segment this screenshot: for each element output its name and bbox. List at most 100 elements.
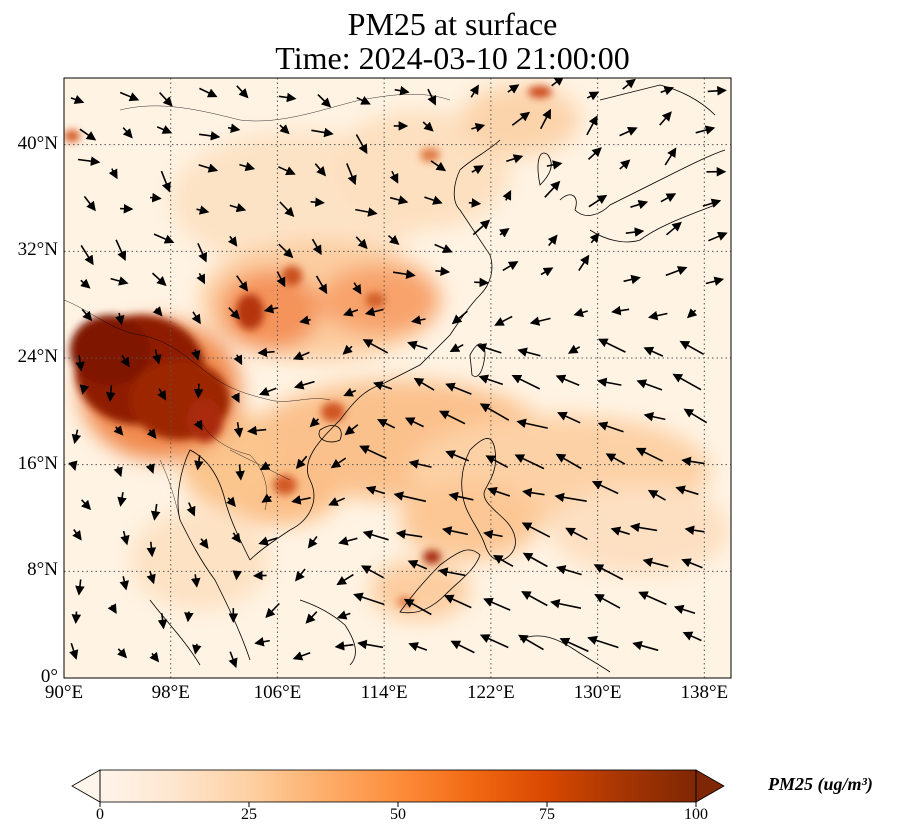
wind-arrow <box>518 634 544 651</box>
wind-arrow <box>483 529 503 540</box>
wind-arrow <box>199 538 209 549</box>
wind-arrow <box>360 565 384 579</box>
wind-arrow <box>153 233 175 244</box>
wind-arrow <box>387 234 400 245</box>
wind-arrow <box>643 346 664 357</box>
wind-arrow <box>68 460 78 472</box>
wind-arrow <box>336 610 351 620</box>
wind-arrow <box>75 355 85 372</box>
wind-arrow <box>659 111 672 126</box>
wind-arrow <box>393 491 427 503</box>
chart-title-line2: Time: 2024-03-10 21:00:00 <box>275 40 630 76</box>
wind-arrow <box>115 312 125 326</box>
wind-arrow <box>502 261 519 272</box>
wind-arrow <box>193 419 203 431</box>
wind-arrow <box>317 94 332 108</box>
wind-arrow <box>636 379 663 391</box>
lat-tick-label: 0° <box>40 666 58 687</box>
wind-arrow <box>638 591 667 606</box>
lon-tick-label: 114°E <box>360 682 408 703</box>
wind-arrow <box>247 425 267 436</box>
wind-vectors <box>68 78 728 669</box>
wind-arrow <box>389 195 409 205</box>
wind-arrow <box>438 567 466 577</box>
wind-arrow <box>673 604 696 615</box>
colorbar-tick-label: 100 <box>684 806 708 823</box>
wind-arrow <box>684 525 705 535</box>
wind-arrow <box>589 232 600 244</box>
wind-arrow <box>539 108 551 130</box>
wind-arrow <box>605 453 626 465</box>
wind-arrow <box>502 189 512 201</box>
wind-arrow <box>355 207 378 217</box>
colorbar-extend-high <box>695 769 725 803</box>
wind-arrow <box>451 310 468 325</box>
wind-arrow <box>353 592 385 606</box>
wind-arrow <box>702 198 722 208</box>
wind-arrow <box>619 127 638 137</box>
wind-arrow <box>494 315 513 326</box>
wind-arrow <box>468 198 482 208</box>
wind-arrow <box>647 310 668 321</box>
wind-arrow <box>295 455 308 470</box>
wind-arrow <box>623 274 641 285</box>
wind-arrow <box>194 455 204 471</box>
wind-arrow <box>647 489 666 501</box>
wind-arrow <box>672 373 702 391</box>
wind-arrow <box>413 377 435 391</box>
wind-arrow <box>191 311 201 325</box>
wind-arrow <box>511 374 541 390</box>
lon-tick-label: 90°E <box>44 682 84 703</box>
wind-arrow <box>555 565 582 576</box>
wind-arrow <box>352 282 362 295</box>
wind-arrow <box>597 421 624 433</box>
wind-arrow <box>196 205 210 215</box>
wind-arrow <box>365 485 386 495</box>
wind-arrow <box>507 84 520 94</box>
wind-arrow <box>150 192 162 203</box>
wind-arrow <box>434 243 453 253</box>
wind-arrow <box>305 611 318 624</box>
wind-arrow <box>330 457 347 469</box>
wind-arrow <box>559 637 589 653</box>
lon-tick-label: 98°E <box>151 682 190 703</box>
wind-arrow <box>610 526 630 536</box>
wind-arrow <box>357 639 384 650</box>
wind-arrow <box>113 466 123 478</box>
wind-arrow <box>521 591 548 607</box>
wind-arrow <box>427 88 437 106</box>
map-frame <box>63 77 732 679</box>
colorbar-tick-label: 75 <box>539 806 555 823</box>
wind-arrow <box>311 238 322 256</box>
wind-arrow <box>193 383 204 399</box>
concentration-blobs <box>80 85 730 620</box>
wind-arrow <box>544 180 561 198</box>
wind-arrow <box>71 611 82 624</box>
wind-arrow <box>344 424 359 436</box>
wind-arrow <box>328 497 346 506</box>
wind-arrow <box>410 315 426 325</box>
colorbar-tick-label: 25 <box>241 806 257 823</box>
wind-arrow <box>591 480 619 495</box>
wind-arrow <box>75 579 85 596</box>
wind-arrow <box>343 387 357 397</box>
coastlines <box>149 84 726 673</box>
wind-arrow <box>83 195 96 212</box>
wind-arrow <box>474 277 490 288</box>
wind-arrow <box>292 651 311 661</box>
wind-arrow <box>438 410 466 425</box>
wind-arrow <box>356 95 371 105</box>
wind-arrow <box>435 266 451 277</box>
wind-arrow <box>117 492 127 507</box>
wind-arrow <box>359 445 387 460</box>
wind-arrow <box>309 417 320 428</box>
wind-arrow <box>546 160 563 170</box>
wind-arrow <box>445 450 470 462</box>
wind-arrow <box>551 78 565 87</box>
wind-arrow <box>498 227 510 238</box>
wind-arrow <box>675 485 699 496</box>
lat-tick-label: 24°N <box>17 346 58 367</box>
wind-arrow <box>197 242 207 263</box>
wind-arrow <box>81 499 92 511</box>
wind-arrow <box>665 266 688 277</box>
